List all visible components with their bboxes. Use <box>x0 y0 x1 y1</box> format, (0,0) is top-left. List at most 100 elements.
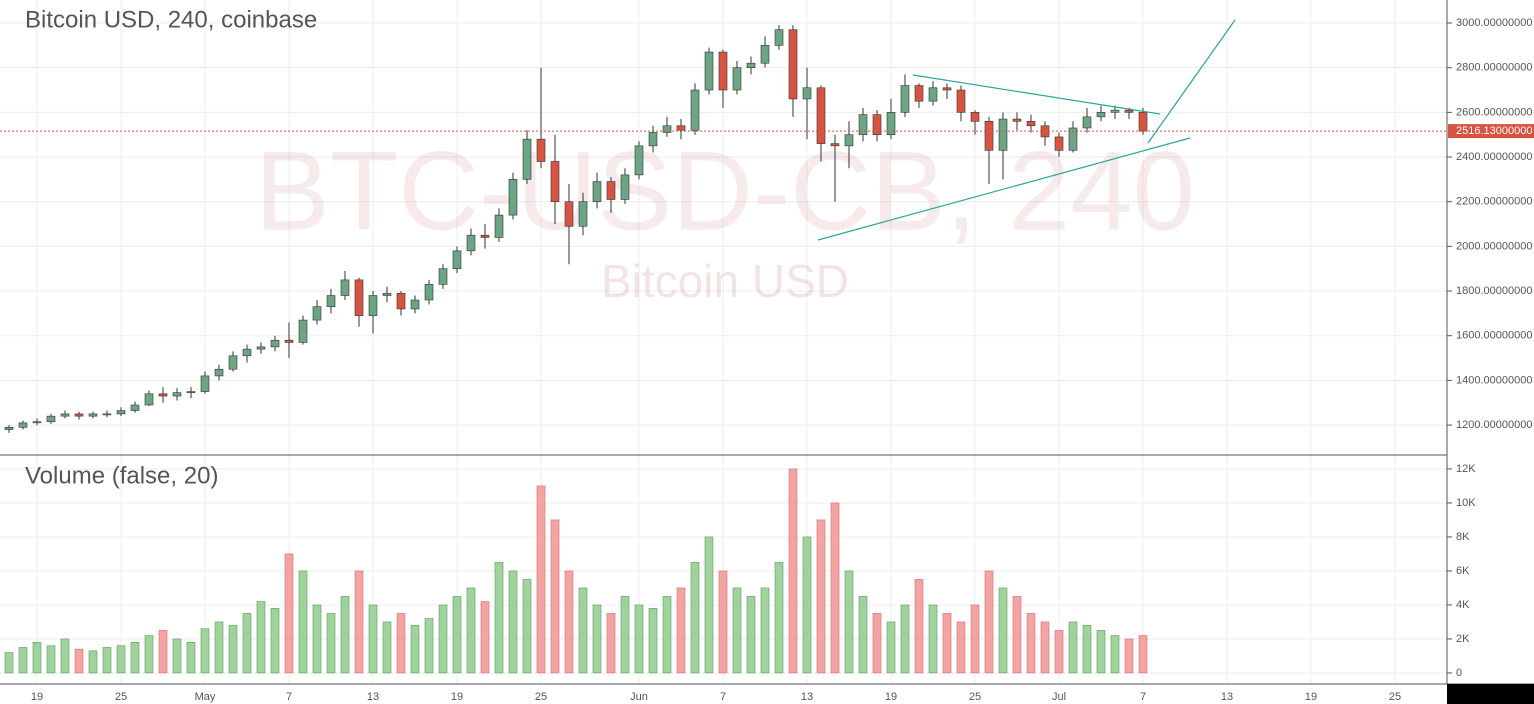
volume-bar <box>522 579 532 674</box>
y-tick-label: 2000.00000000 <box>1456 240 1532 252</box>
volume-bar <box>578 587 588 674</box>
y-tick-label: 0 <box>1456 667 1462 679</box>
x-tick-label: 13 <box>801 691 813 703</box>
volume-bar <box>1124 638 1134 674</box>
volume-bar <box>1040 621 1050 674</box>
y-tick-label: 1200.00000000 <box>1456 419 1532 431</box>
candle-body <box>732 67 742 91</box>
y-tick-label: 12K <box>1456 463 1476 475</box>
x-tick-label: 25 <box>969 691 981 703</box>
volume-bar <box>606 613 616 674</box>
candle-body <box>662 125 672 133</box>
candle-body <box>144 393 154 406</box>
volume-bar <box>760 587 770 674</box>
x-tick-label: Jul <box>1052 691 1066 703</box>
volume-bar <box>858 596 868 674</box>
volume-bar <box>368 604 378 674</box>
volume-bar <box>60 638 70 674</box>
y-tick-label: 3000.00000000 <box>1456 17 1532 29</box>
candle-body <box>4 427 14 430</box>
candle-body <box>1054 136 1064 151</box>
candle-body <box>564 201 574 227</box>
candle-body <box>326 295 336 307</box>
candle-body <box>592 181 602 203</box>
volume-bar <box>494 562 504 674</box>
candle-body <box>508 179 518 216</box>
volume-bar <box>256 601 266 674</box>
volume-bar <box>802 536 812 674</box>
volume-bar <box>354 570 364 674</box>
candle-body <box>60 413 70 417</box>
candle-body <box>676 125 686 131</box>
y-tick-label: 2K <box>1456 633 1470 645</box>
candle-body <box>354 279 364 316</box>
volume-bar <box>620 596 630 674</box>
volume-bar <box>340 596 350 674</box>
volume-bar <box>788 468 798 674</box>
candle-body <box>956 89 966 113</box>
volume-bar <box>1026 613 1036 674</box>
candle-body <box>1082 116 1092 129</box>
y-tick-label: 6K <box>1456 565 1470 577</box>
volume-bar <box>312 604 322 674</box>
x-tick-label: 25 <box>535 691 547 703</box>
x-tick-label: 7 <box>1140 691 1146 703</box>
candle-body <box>270 339 280 348</box>
x-tick-label: 13 <box>367 691 379 703</box>
volume-bar <box>270 608 280 674</box>
candle-body <box>928 87 938 102</box>
candle-body <box>466 234 476 252</box>
volume-bar <box>942 613 952 674</box>
candle-body <box>802 87 812 100</box>
volume-bar <box>1138 635 1148 674</box>
candle-body <box>214 368 224 377</box>
volume-bar <box>662 596 672 674</box>
volume-bar <box>872 613 882 674</box>
volume-bar <box>18 647 28 674</box>
x-tick-label: 25 <box>115 691 127 703</box>
volume-bar <box>158 630 168 674</box>
volume-bar <box>648 608 658 674</box>
marks <box>0 25 1447 674</box>
corner-box <box>1447 684 1534 704</box>
candle-body <box>116 410 126 415</box>
x-tick-label: 19 <box>885 691 897 703</box>
volume-bar <box>1054 630 1064 674</box>
volume-bar <box>536 485 546 674</box>
volume-bar <box>326 613 336 674</box>
volume-bar <box>886 621 896 674</box>
candle-body <box>284 339 294 343</box>
volume-bar <box>228 625 238 674</box>
candle-body <box>410 299 420 310</box>
candle-body <box>382 292 392 296</box>
watermark-subtitle: Bitcoin USD <box>601 255 849 307</box>
y-tick-label: 8K <box>1456 531 1470 543</box>
volume-bar <box>844 570 854 674</box>
candle-body <box>942 87 952 91</box>
volume-bar <box>900 604 910 674</box>
candle-body <box>298 319 308 343</box>
candle-body <box>18 422 28 428</box>
volume-bar <box>774 562 784 674</box>
candle-body <box>424 284 434 301</box>
trend-line <box>912 74 1161 115</box>
candle-body <box>690 89 700 131</box>
y-tick-label: 1600.00000000 <box>1456 330 1532 342</box>
volume-bar <box>410 625 420 674</box>
volume-bar <box>928 604 938 674</box>
y-tick-label: 2800.00000000 <box>1456 62 1532 74</box>
volume-bar <box>1096 630 1106 674</box>
volume-bar <box>396 613 406 674</box>
candle-body <box>872 114 882 135</box>
candle-body <box>200 375 210 392</box>
candle-body <box>914 85 924 102</box>
candle-body <box>228 355 238 370</box>
volume-bar <box>914 579 924 674</box>
volume-bar <box>452 596 462 674</box>
candle-body <box>256 346 266 350</box>
volume-bar <box>956 621 966 674</box>
x-tick-label: May <box>195 691 216 703</box>
volume-bar <box>718 570 728 674</box>
candle-body <box>396 292 406 310</box>
volume-bar <box>480 601 490 674</box>
